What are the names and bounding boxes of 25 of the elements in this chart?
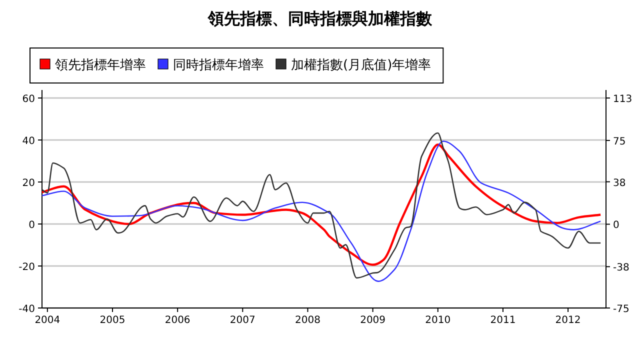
y-tick-label: -40	[18, 304, 35, 315]
y2-tick-label: -38	[613, 262, 630, 274]
y-tick-label: 0	[28, 220, 35, 231]
x-tick-label: 2009	[360, 315, 386, 326]
y-tick-label: -20	[18, 262, 35, 273]
x-tick-label: 2004	[34, 315, 60, 326]
x-tick-label: 2006	[164, 315, 190, 326]
x-tick-label: 2008	[295, 315, 320, 326]
legend-label: 領先指標年增率	[55, 57, 146, 73]
x-tick-label: 2012	[555, 315, 581, 326]
legend-label: 同時指標年增率	[173, 57, 264, 73]
y-tick-label: 60	[22, 94, 35, 105]
x-tick-label: 2011	[490, 315, 516, 326]
y2-tick-label: 113	[613, 94, 632, 105]
x-tick-label: 2010	[425, 315, 451, 326]
y-tick-label: 40	[22, 136, 35, 147]
y2-tick-label: 0	[613, 220, 620, 232]
y2-tick-label: 38	[613, 178, 626, 189]
chart-title: 領先指標、同時指標與加權指數	[207, 9, 433, 28]
x-tick-label: 2007	[230, 315, 256, 326]
x-tick-label: 2005	[100, 315, 126, 326]
y2-tick-label: -75	[613, 304, 630, 315]
legend-label: 加權指數(月底值)年增率	[291, 57, 432, 73]
y2-tick-label: 75	[613, 136, 626, 148]
y-tick-label: 20	[22, 178, 35, 189]
